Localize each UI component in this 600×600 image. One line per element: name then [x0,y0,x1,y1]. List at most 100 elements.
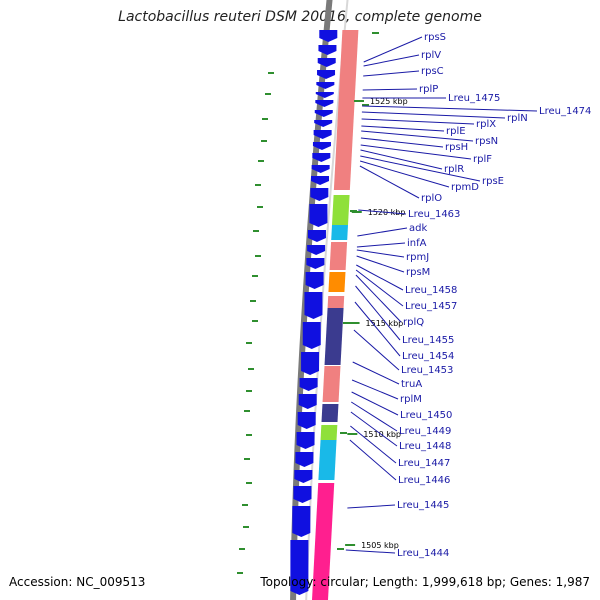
gc-skew-mark [244,410,250,412]
gc-skew-mark [252,320,258,322]
gene-leader-line [359,165,420,199]
cds-feature [290,540,309,595]
gene-label: rplV [421,50,441,61]
cds-feature [316,82,335,89]
cds-feature [292,506,311,537]
gene-leader-line [347,504,396,509]
gene-label: rpsM [406,267,430,278]
gene-leader-line [362,105,538,112]
feature-segment [327,296,345,308]
gc-skew-mark [246,342,252,344]
gene-label: rplO [421,193,442,204]
gc-skew-mark [246,482,252,484]
gene-leader-line [359,160,450,188]
gene-label: adk [409,223,427,234]
gc-skew-mark [250,300,256,302]
gene-label: rplM [400,394,422,405]
gene-leader-line [354,301,401,357]
gene-leader-line [363,70,420,77]
gc-skew-mark [244,458,250,460]
gene-label: rplX [476,119,496,130]
cds-feature [315,92,334,98]
gene-label: Lreu_1450 [400,410,452,421]
gene-leader-line [355,269,404,307]
gene-leader-line [357,227,408,237]
gene-leader-line [361,125,445,132]
cds-feature [298,394,317,409]
gene-leader-line [353,329,400,371]
cds-feature [317,58,336,67]
kbp-label: 1525 kbp [370,97,408,106]
cds-feature [301,352,320,375]
gc-skew-mark [343,322,350,324]
gc-skew-mark [362,104,369,106]
feature-segment [312,483,335,600]
feature-segment [333,30,359,190]
cds-feature [295,452,314,467]
gene-label: Lreu_1453 [401,365,453,376]
feature-segment [320,425,338,440]
cds-feature [310,188,329,201]
gc-skew-mark [372,32,379,34]
cds-feature [311,165,330,173]
gene-leader-line [358,209,407,215]
cds-feature [305,272,324,289]
gene-leader-line [360,144,472,160]
feature-segment [324,308,344,365]
gene-label: Lreu_1444 [397,548,449,559]
gc-skew-mark [243,526,249,528]
gene-label: rpsN [475,136,498,147]
gene-label: rpmD [451,182,479,193]
cds-feature [312,153,331,162]
gene-leader-line [360,137,444,148]
cds-feature [302,322,321,349]
gene-leader-line [356,255,405,273]
gene-label: Lreu_1448 [399,441,451,452]
gene-label: Lreu_1445 [397,500,449,511]
gene-leader-line [360,155,481,182]
feature-segment [331,225,348,240]
gene-leader-line [350,411,398,447]
cds-feature [315,100,334,107]
feature-segment [322,366,341,402]
gc-skew-mark [237,572,243,574]
cds-feature [314,120,333,127]
gene-label: rplF [473,154,492,165]
gene-label: rpsS [424,32,446,43]
gene-leader-line [349,439,397,481]
kbp-label: 1505 kbp [361,541,399,550]
feature-segment [329,242,348,270]
gc-skew-mark [268,72,274,74]
gene-label: Lreu_1447 [398,458,450,469]
cds-feature [307,230,326,242]
gene-leader-line [361,130,474,142]
feature-segment [318,440,337,480]
feature-segment [332,195,350,225]
gene-label: rplE [446,126,466,137]
gene-leader-line [360,149,443,170]
gene-leader-line [363,36,423,63]
cds-feature [311,176,330,185]
gene-label: truA [401,379,422,390]
feature-segment [321,404,339,422]
cds-feature [293,486,312,503]
gc-skew-mark [337,548,344,550]
gc-skew-mark [257,206,263,208]
gc-skew-mark [242,504,248,506]
gene-leader-line [356,264,404,291]
cds-feature [304,292,323,319]
gene-label: Lreu_1475 [448,93,500,104]
gene-label: Lreu_1463 [408,209,460,220]
gc-skew-mark [262,118,268,120]
gene-leader-line [361,111,506,119]
gene-label: Lreu_1454 [402,351,454,362]
gc-skew-mark [261,140,267,142]
gene-leader-line [356,249,405,258]
genome-title: Lactobacillus reuteri DSM 20016, complet… [118,9,482,25]
gc-skew-mark [246,434,252,436]
gene-label: rpsE [482,176,504,187]
gene-leader-line [355,285,401,341]
cds-feature [313,130,332,139]
